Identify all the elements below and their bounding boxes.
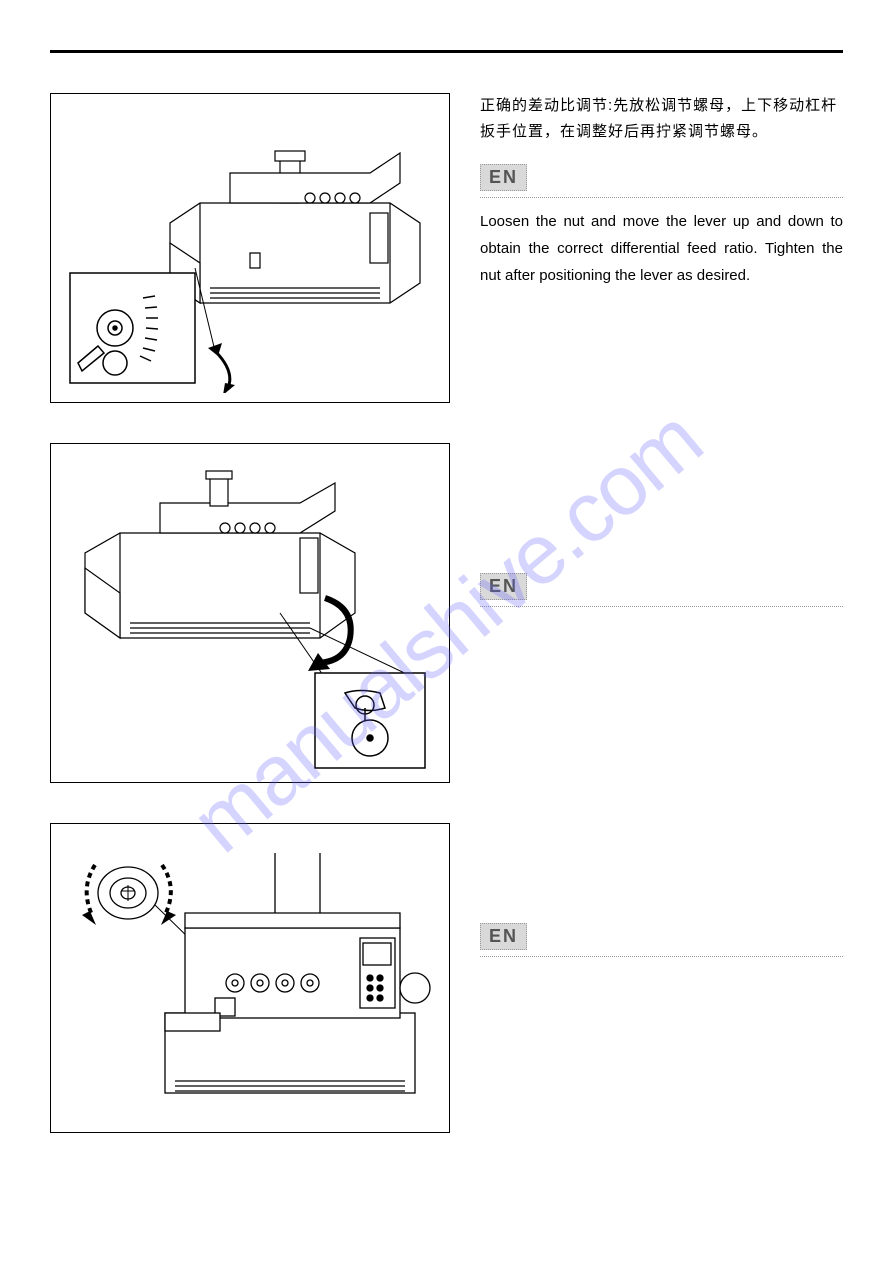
en-badge-row-2: EN	[480, 573, 843, 607]
section-1-en: Loosen the nut and move the lever up and…	[480, 208, 843, 289]
figure-2-box	[50, 443, 450, 783]
top-rule	[50, 50, 843, 53]
section-1-cn: 正确的差动比调节:先放松调节螺母，上下移动杠杆扳手位置，在调整好后再拧紧调节螺母…	[480, 93, 843, 144]
section-1: 正确的差动比调节:先放松调节螺母，上下移动杠杆扳手位置，在调整好后再拧紧调节螺母…	[50, 93, 843, 403]
figure-1-box	[50, 93, 450, 403]
en-badge-2: EN	[480, 573, 527, 600]
machine-illustration-3	[60, 833, 440, 1123]
en-badge-3: EN	[480, 923, 527, 950]
machine-illustration-1	[60, 103, 440, 393]
section-2: EN	[50, 443, 843, 783]
en-badge-row-1: EN	[480, 164, 843, 198]
en-badge-row-3: EN	[480, 923, 843, 957]
en-badge-1: EN	[480, 164, 527, 191]
section-3-text: EN	[480, 823, 843, 1133]
section-3: EN	[50, 823, 843, 1133]
machine-illustration-2	[60, 453, 440, 773]
section-1-text: 正确的差动比调节:先放松调节螺母，上下移动杠杆扳手位置，在调整好后再拧紧调节螺母…	[480, 93, 843, 403]
section-2-text: EN	[480, 443, 843, 783]
figure-3-box	[50, 823, 450, 1133]
